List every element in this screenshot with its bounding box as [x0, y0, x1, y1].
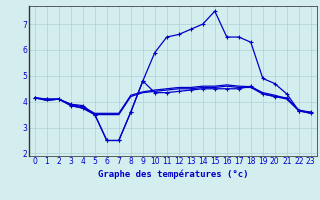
- X-axis label: Graphe des températures (°c): Graphe des températures (°c): [98, 169, 248, 179]
